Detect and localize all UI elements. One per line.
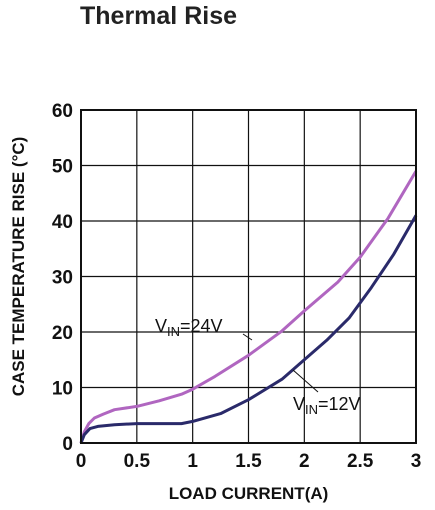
y-tick-label: 20 [52,323,73,344]
chart-title: Thermal Rise [80,2,238,30]
series-label-leader-12v [292,369,319,393]
y-tick-label: 40 [52,212,73,233]
plot-frame [80,109,417,444]
x-tick-label: 2 [299,451,310,472]
y-tick-label: 60 [52,101,73,122]
y-tick-label: 30 [52,268,73,289]
y-tick-label: 50 [52,157,73,178]
x-tick-label: 0 [76,451,87,472]
series-layer [79,170,418,444]
series-label-leader-24v [242,333,253,341]
x-axis-label: LOAD CURRENT(A) [169,484,329,503]
y-axis-label: CASE TEMPERATURE RISE (°C) [9,137,28,397]
y-tick-label: 10 [52,379,73,400]
series-label-12v: VIN=12V [293,394,361,417]
x-tick-label: 1.5 [235,451,262,472]
series-line-12v [79,214,418,444]
series-label-24v: VIN=24V [155,316,223,339]
x-tick-label: 0.5 [124,451,151,472]
x-tick-label: 2.5 [347,451,374,472]
grid [81,110,416,443]
y-tick-label: 0 [62,434,73,455]
x-tick-label: 3 [411,451,422,472]
x-tick-label: 1 [187,451,198,472]
series-line-24v [79,170,418,444]
